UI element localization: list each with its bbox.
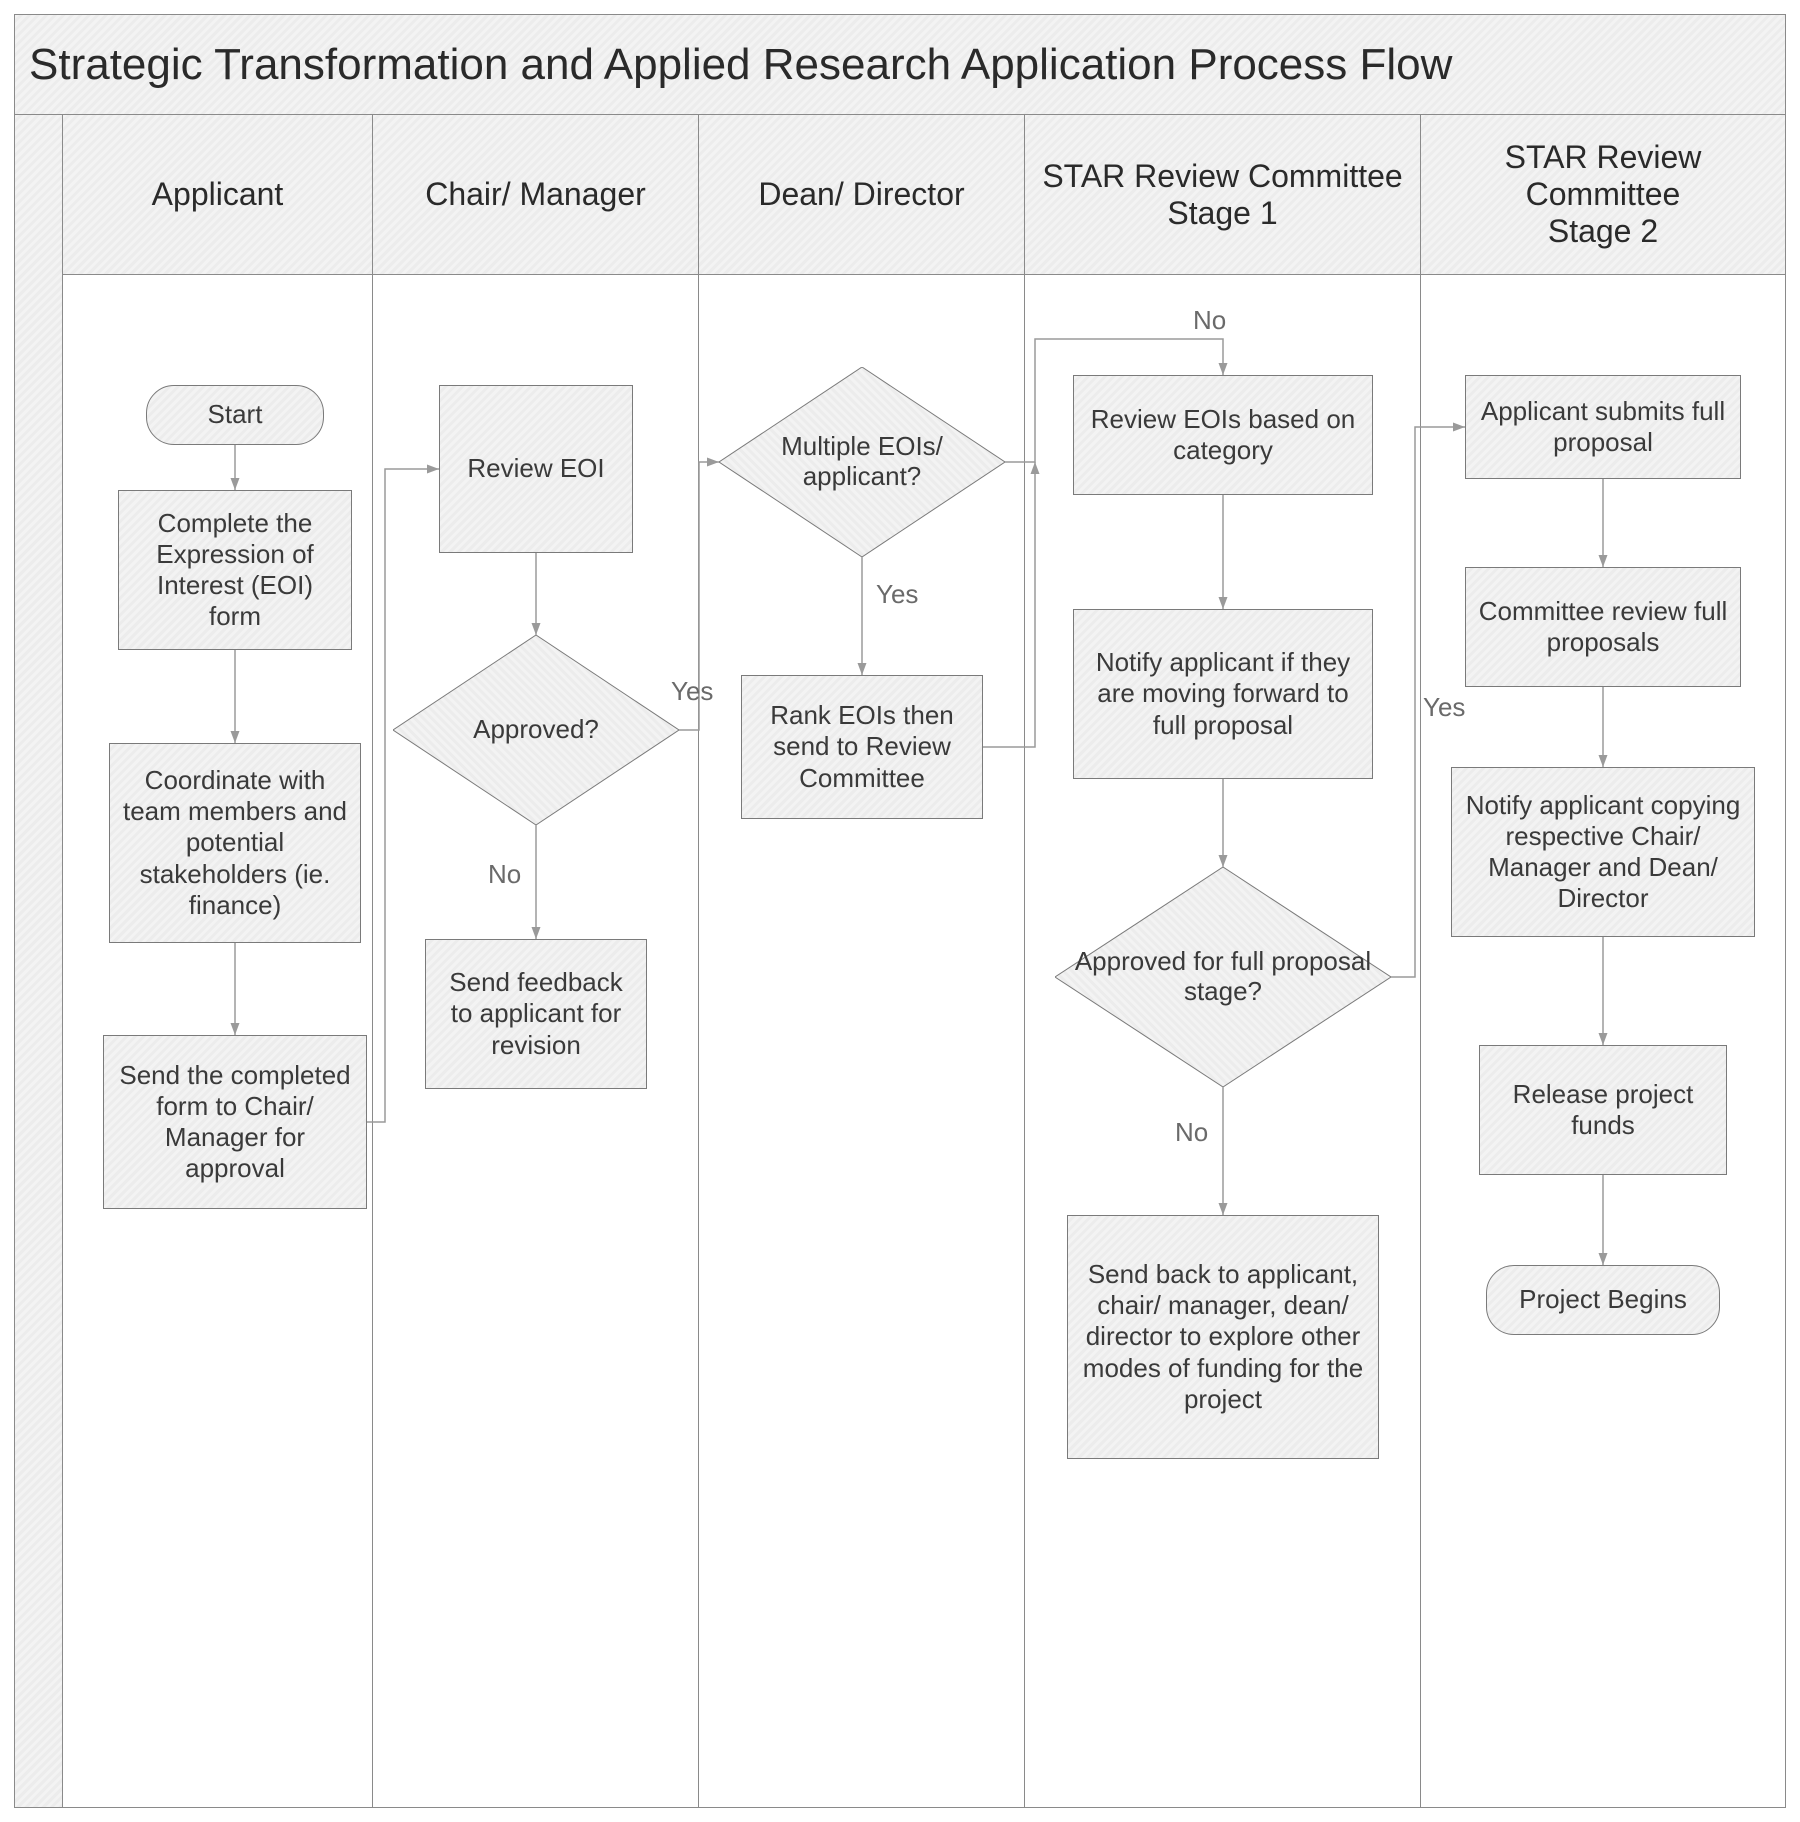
lane-header-2: Dean/ Director: [699, 115, 1025, 274]
lanes-header: ApplicantChair/ ManagerDean/ DirectorSTA…: [63, 115, 1785, 275]
node-approved-q: Approved?: [393, 635, 679, 825]
edge-label: No: [1175, 1117, 1208, 1148]
edge-label: Yes: [1423, 692, 1465, 723]
node-release-funds: Release project funds: [1479, 1045, 1727, 1175]
node-send-form: Send the completed form to Chair/ Manage…: [103, 1035, 367, 1209]
lane-header-4: STAR Review Committee Stage 2: [1421, 115, 1785, 274]
lane-stage2: [1421, 275, 1785, 1807]
node-notify-copy: Notify applicant copying respective Chai…: [1451, 767, 1755, 937]
node-label-approved-q: Approved?: [393, 635, 679, 825]
edge-label: No: [1193, 305, 1226, 336]
node-send-feedback: Send feedback to applicant for revision: [425, 939, 647, 1089]
edge-label: Yes: [876, 579, 918, 610]
node-start: Start: [146, 385, 324, 445]
node-review-eoi: Review EOI: [439, 385, 633, 553]
node-project-begins: Project Begins: [1486, 1265, 1720, 1335]
node-coordinate: Coordinate with team members and potenti…: [109, 743, 361, 943]
swimlane-gutter: [15, 115, 63, 1807]
node-rank-eois: Rank EOIs then send to Review Committee: [741, 675, 983, 819]
lane-header-1: Chair/ Manager: [373, 115, 699, 274]
diagram-frame: Strategic Transformation and Applied Res…: [14, 14, 1786, 1808]
node-review-full: Committee review full proposals: [1465, 567, 1741, 687]
edge-label: Yes: [671, 676, 713, 707]
node-label-multiple-eoi-q: Multiple EOIs/ applicant?: [719, 367, 1005, 557]
diagram-title: Strategic Transformation and Applied Res…: [15, 15, 1785, 115]
node-complete-eoi: Complete the Expression of Interest (EOI…: [118, 490, 352, 650]
node-multiple-eoi-q: Multiple EOIs/ applicant?: [719, 367, 1005, 557]
lane-header-3: STAR Review Committee Stage 1: [1025, 115, 1421, 274]
edge-label: No: [488, 859, 521, 890]
node-submit-full: Applicant submits full proposal: [1465, 375, 1741, 479]
node-notify-forward: Notify applicant if they are moving forw…: [1073, 609, 1373, 779]
node-review-category: Review EOIs based on category: [1073, 375, 1373, 495]
node-send-back: Send back to applicant, chair/ manager, …: [1067, 1215, 1379, 1459]
node-approved-full-q: Approved for full proposal stage?: [1055, 867, 1391, 1087]
lane-header-0: Applicant: [63, 115, 373, 274]
node-label-approved-full-q: Approved for full proposal stage?: [1055, 867, 1391, 1087]
